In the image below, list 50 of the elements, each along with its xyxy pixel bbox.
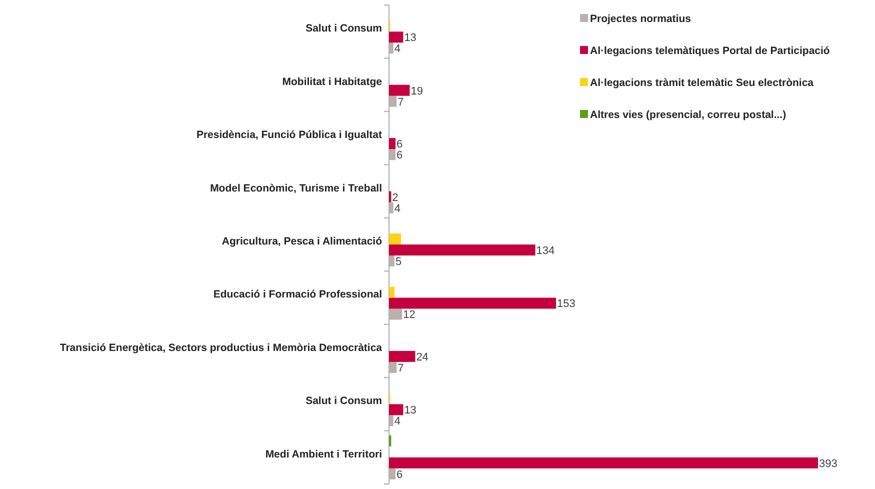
data-label: 13 xyxy=(404,404,416,417)
legend-label: Altres vies (presencial, correu postal...) xyxy=(590,109,786,121)
y-tick-label: Medi Ambient i Territori xyxy=(265,448,382,460)
bar xyxy=(389,149,396,160)
bar xyxy=(389,308,402,320)
data-label: 4 xyxy=(394,43,400,56)
data-label: 5 xyxy=(395,256,402,268)
bar xyxy=(389,298,556,309)
bar xyxy=(389,84,410,96)
y-tick-label: Salut i Consum xyxy=(306,22,382,35)
data-label: 4 xyxy=(394,416,400,428)
bar xyxy=(389,256,394,266)
bar xyxy=(389,234,402,244)
bar xyxy=(389,468,396,480)
bar xyxy=(389,32,404,43)
y-tick-label: Model Econòmic, Turisme i Treball xyxy=(210,182,382,194)
data-label: 24 xyxy=(416,351,428,364)
data-label: 12 xyxy=(403,309,416,322)
data-label: 6 xyxy=(396,468,403,481)
legend-label: Projectes normatius xyxy=(590,13,692,25)
y-tick-label: Presidència, Funció Pública i Igualtat xyxy=(196,129,382,142)
legend-label: Al·legacions tràmit telemàtic Seu electrònica xyxy=(590,77,814,89)
bar xyxy=(389,202,394,214)
bar xyxy=(389,404,404,416)
y-tick-label: Educació i Formació Professional xyxy=(213,288,382,301)
bar xyxy=(389,244,536,256)
data-label: 153 xyxy=(557,298,576,310)
data-label: 4 xyxy=(394,202,400,215)
bar xyxy=(389,362,397,373)
data-label: 134 xyxy=(536,245,555,257)
y-tick-label: Transició Energètica, Sectors productius i Memòria Democràtica xyxy=(60,342,382,354)
bar xyxy=(389,42,394,54)
y-tick-label: Salut i Consum xyxy=(306,395,382,408)
data-label: 6 xyxy=(396,150,403,162)
data-label: 7 xyxy=(398,96,404,108)
data-label: 6 xyxy=(396,138,403,151)
bar xyxy=(389,96,397,107)
y-tick-label: Mobilitat i Habitatge xyxy=(282,76,382,88)
bar xyxy=(389,138,396,150)
bar xyxy=(389,415,394,426)
data-label: 13 xyxy=(404,32,416,44)
y-tick-label: Agricultura, Pesca i Alimentació xyxy=(222,236,382,248)
legend-label: Al·legacions telemàtiques Portal de Participació xyxy=(590,45,830,57)
data-label: 2 xyxy=(392,192,398,204)
bar xyxy=(389,457,818,468)
data-label: 19 xyxy=(410,85,423,98)
data-label: 7 xyxy=(398,362,404,374)
data-label: 393 xyxy=(819,458,838,470)
bar xyxy=(389,286,394,298)
bar xyxy=(389,350,416,362)
